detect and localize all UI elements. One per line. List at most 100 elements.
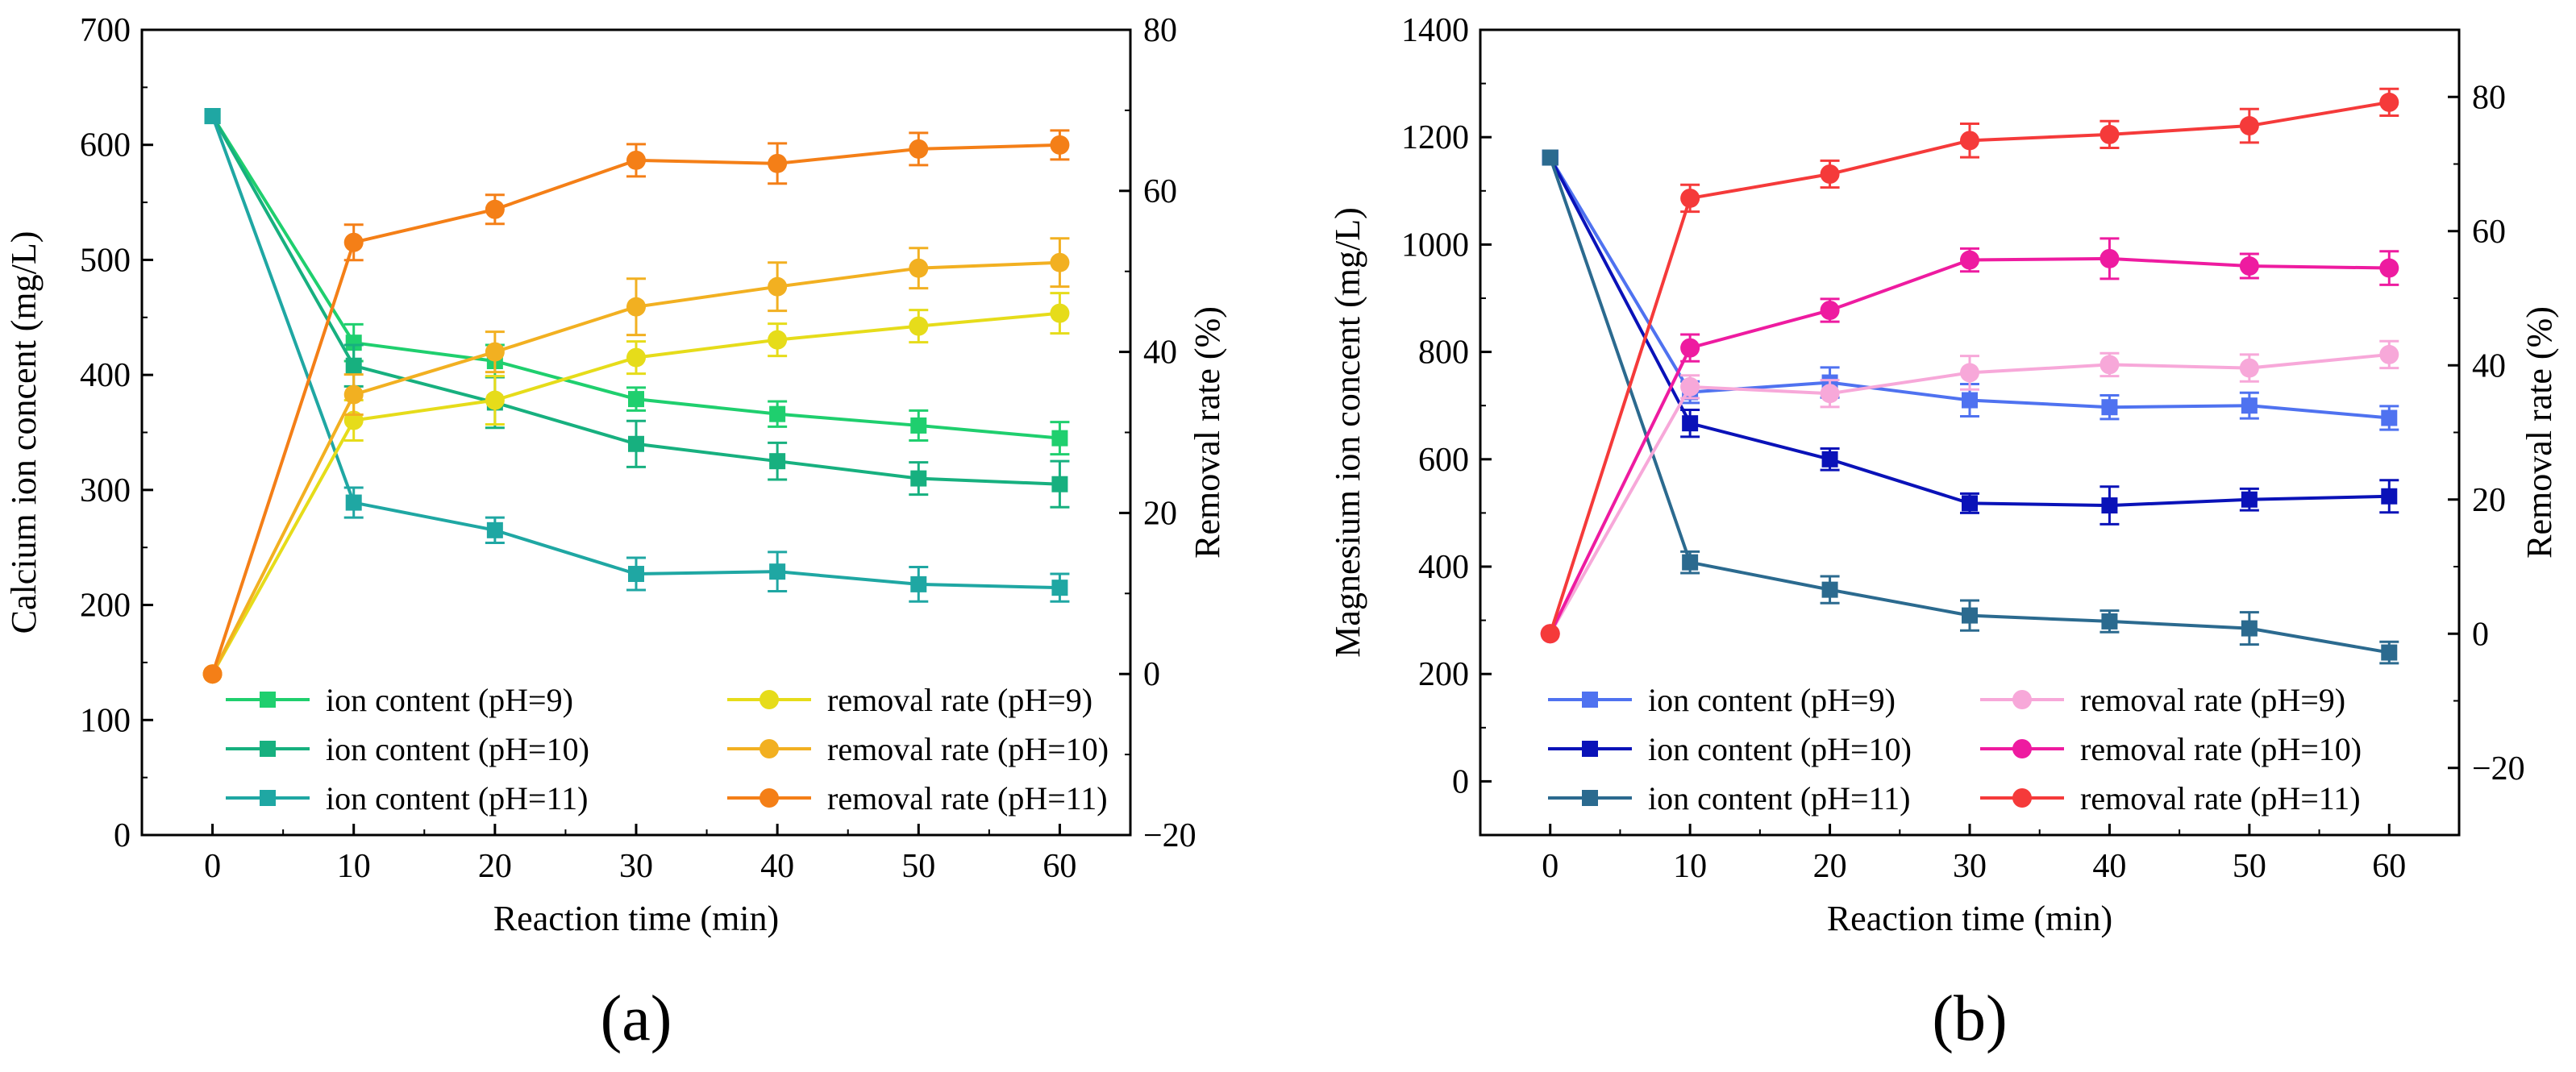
series-2 (204, 108, 1070, 603)
x-tick-label: 60 (1042, 848, 1076, 885)
data-point (2381, 409, 2398, 426)
series-line (1548, 256, 2390, 635)
data-point (485, 199, 505, 219)
legend-marker (2012, 690, 2032, 709)
data-point (769, 563, 786, 580)
legend-label: ion content (pH=10) (326, 731, 589, 767)
legend-entry: ion content (pH=11) (226, 780, 588, 816)
data-point (204, 108, 221, 125)
series-5 (202, 129, 1070, 684)
legend-label: ion content (pH=11) (1648, 780, 1910, 816)
legend-label: ion content (pH=9) (326, 682, 573, 718)
y-right-axis-title: Removal rate (%) (1188, 306, 1227, 559)
legend-marker (1582, 741, 1598, 757)
data-point (345, 334, 362, 351)
legend-marker (1582, 790, 1598, 806)
data-point (343, 232, 364, 252)
data-point (2101, 613, 2118, 629)
y-left-tick-label: 600 (80, 127, 131, 164)
legend-marker (260, 741, 276, 757)
x-tick-label: 40 (2092, 848, 2126, 885)
legend-marker (2012, 788, 2032, 808)
data-point (1051, 580, 1068, 596)
data-point (628, 391, 644, 408)
data-point (485, 342, 505, 362)
data-point (909, 316, 929, 336)
legend-label: removal rate (pH=10) (2080, 731, 2362, 767)
series-5 (1540, 87, 2399, 644)
data-point (2379, 92, 2399, 112)
data-point (2101, 497, 2118, 514)
data-point (1050, 252, 1070, 272)
y-left-tick-label: 1200 (1401, 119, 1469, 156)
data-point (1682, 554, 1699, 571)
x-tick-label: 0 (1542, 848, 1559, 885)
legend-marker (759, 690, 779, 709)
x-tick-label: 30 (1953, 848, 1987, 885)
legend-entry: ion content (pH=11) (1548, 780, 1910, 816)
legend-label: removal rate (pH=9) (827, 682, 1092, 718)
y-left-tick-label: 400 (80, 357, 131, 394)
data-point (910, 417, 927, 434)
data-point (768, 330, 788, 350)
series-line (1548, 156, 2390, 508)
legend-label: ion content (pH=10) (1648, 731, 1912, 767)
data-point (1821, 451, 1838, 467)
y-right-tick-label: 20 (1143, 495, 1177, 532)
data-point (2241, 491, 2258, 508)
data-point (2381, 488, 2398, 505)
data-point (1050, 303, 1070, 323)
data-point (1682, 415, 1699, 432)
chart-b: 0 10 20 30 40 50 600200400600800100012001400−2… (1328, 12, 2559, 1054)
data-point (1821, 581, 1838, 598)
data-point (1680, 338, 1700, 358)
data-point (1962, 495, 1978, 512)
y-left-tick-label: 500 (80, 242, 131, 279)
data-point (1962, 392, 1978, 409)
data-point (345, 494, 362, 511)
y-right-tick-label: 0 (2472, 616, 2489, 653)
legend-label: removal rate (pH=11) (827, 780, 1108, 816)
series-1 (1542, 149, 2399, 526)
legend-label: removal rate (pH=11) (2080, 780, 2361, 816)
y-right-axis-title: Removal rate (%) (2520, 306, 2559, 559)
y-right-tick-label: 80 (1143, 12, 1177, 49)
y-left-tick-label: 300 (80, 472, 131, 509)
data-point (2100, 248, 2120, 268)
data-point (910, 470, 927, 487)
data-point (769, 405, 786, 422)
x-tick-label: 10 (337, 848, 371, 885)
data-point (628, 566, 644, 583)
data-point (769, 453, 786, 470)
x-tick-label: 20 (1813, 848, 1847, 885)
y-left-axis-title: Calcium ion concent (mg/L) (4, 231, 44, 634)
data-point (909, 139, 929, 159)
chart-a: 0 10 20 30 40 50 600100200300400500600700−2002… (4, 12, 1227, 1054)
x-tick-label: 0 (204, 848, 221, 885)
x-tick-label: 60 (2372, 848, 2406, 885)
data-point (1960, 363, 1979, 383)
data-point (2101, 399, 2118, 416)
y-left-tick-label: 1000 (1401, 226, 1469, 264)
data-point (1680, 376, 1700, 397)
data-point (1962, 607, 1978, 624)
legend-label: removal rate (pH=9) (2080, 682, 2345, 718)
data-point (2239, 256, 2259, 276)
y-left-axis-title: Magnesium ion concent (mg/L) (1328, 207, 1367, 657)
data-point (2100, 124, 2120, 144)
data-point (485, 390, 505, 410)
data-point (1540, 624, 1560, 644)
data-point (345, 357, 362, 374)
legend-entry: removal rate (pH=9) (1980, 682, 2345, 718)
x-tick-label: 40 (760, 848, 794, 885)
series-2 (1542, 149, 2399, 665)
x-tick-label: 50 (2233, 848, 2266, 885)
x-tick-label: 50 (901, 848, 935, 885)
legend-entry: removal rate (pH=11) (1980, 780, 2361, 816)
y-right-tick-label: 80 (2472, 79, 2506, 116)
data-point (1542, 149, 1559, 166)
x-tick-label: 20 (478, 848, 512, 885)
y-left-tick-label: 200 (1418, 656, 1469, 693)
legend-label: ion content (pH=9) (1648, 682, 1896, 718)
legend-entry: removal rate (pH=10) (1980, 731, 2362, 767)
